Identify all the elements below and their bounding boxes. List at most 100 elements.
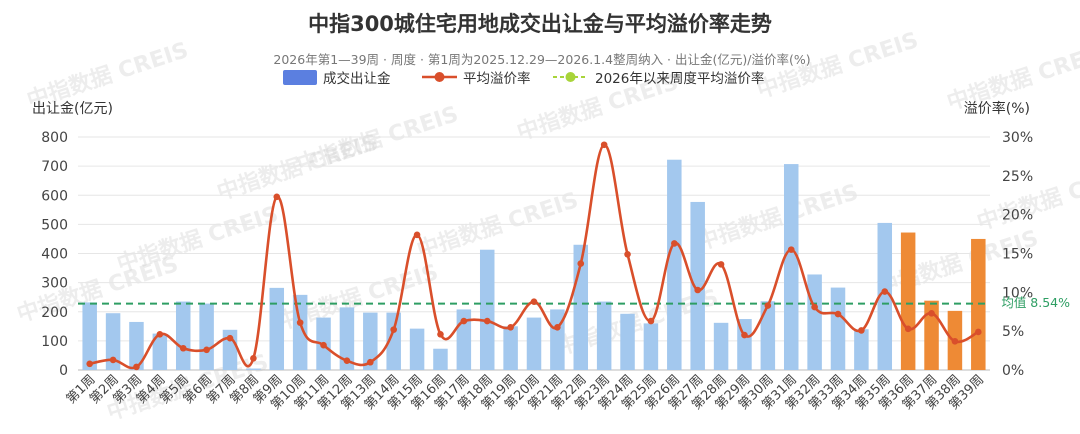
- premium-rate-point: [296, 319, 304, 326]
- premium-rate-point: [483, 317, 491, 325]
- premium-rate-point: [554, 323, 561, 331]
- premium-rate-point: [647, 317, 655, 325]
- bar: [900, 232, 916, 370]
- legend-bar-label: 成交出让金: [323, 70, 391, 87]
- premium-rate-point: [460, 317, 468, 325]
- y-right-tick-label: 5%: [1002, 324, 1024, 340]
- y-left-tick-label: 0: [59, 363, 68, 379]
- bar: [269, 287, 285, 370]
- legend-bar-swatch: [283, 70, 317, 85]
- bar: [596, 301, 612, 370]
- legend-reference-label: 2026年以来周度平均溢价率: [595, 70, 764, 87]
- bar: [854, 329, 869, 370]
- bar: [386, 312, 401, 370]
- premium-rate-point: [367, 358, 374, 366]
- bar: [479, 249, 495, 370]
- y-axis-left-title: 出让金(亿元): [32, 101, 113, 117]
- y-left-tick-label: 200: [41, 305, 68, 321]
- premium-rate-point: [811, 303, 818, 311]
- y-right-tick-label: 0%: [1002, 363, 1024, 379]
- average-label: 均值 8.54%: [1001, 295, 1070, 310]
- bar: [667, 159, 682, 370]
- legend-item-line[interactable]: 平均溢价率: [422, 70, 531, 87]
- bar: [877, 222, 893, 370]
- premium-rate-point: [764, 302, 772, 309]
- bar: [760, 301, 776, 370]
- premium-rate-point: [179, 344, 187, 352]
- premium-rate-point: [203, 346, 210, 354]
- y-right-tick-label: 25%: [1002, 169, 1033, 185]
- premium-rate-point: [928, 310, 935, 317]
- premium-rate-point: [507, 323, 514, 331]
- premium-rate-point: [133, 363, 140, 371]
- premium-rate-point: [226, 334, 234, 342]
- bar: [246, 368, 261, 370]
- bar: [105, 313, 121, 370]
- legend-item-bar[interactable]: 成交出让金: [283, 70, 391, 87]
- bar: [830, 287, 846, 370]
- legend-line-label: 平均溢价率: [463, 70, 531, 87]
- y-left-tick-label: 400: [41, 247, 68, 263]
- premium-rate-point: [717, 261, 725, 268]
- y-right-tick-label: 15%: [1002, 247, 1033, 263]
- legend[interactable]: 成交出让金 平均溢价率 2026年以来周度平均溢价率: [283, 70, 764, 87]
- premium-rate-point: [390, 326, 397, 333]
- bar: [503, 326, 518, 370]
- premium-rate-point: [624, 250, 631, 258]
- chart-title: 中指300城住宅用地成交出让金与平均溢价率走势: [308, 12, 772, 36]
- premium-rate-point: [413, 231, 421, 239]
- legend-line-marker: [434, 72, 445, 82]
- bar: [363, 312, 378, 370]
- premium-rate-line: [86, 141, 982, 371]
- premium-rate-point: [671, 240, 678, 247]
- bar: [783, 164, 799, 370]
- watermark-text: 中指数据 CREIS: [694, 179, 862, 256]
- premium-rate-point: [577, 260, 585, 267]
- premium-rate-point: [250, 355, 257, 362]
- bar: [339, 307, 355, 370]
- watermark-text: 中指数据 CREIS: [414, 187, 582, 264]
- legend-item-reference[interactable]: 2026年以来周度平均溢价率: [553, 70, 764, 87]
- bar: [690, 201, 705, 370]
- bar: [713, 322, 729, 370]
- premium-rate-point: [437, 330, 444, 338]
- premium-rate-point: [109, 356, 117, 364]
- premium-rate-point: [530, 298, 538, 305]
- premium-rate-point: [156, 330, 164, 338]
- y-left-tick-label: 800: [41, 130, 68, 146]
- y-left-tick-label: 600: [41, 188, 68, 204]
- y-left-tick-label: 100: [41, 334, 68, 350]
- bar: [129, 321, 144, 370]
- y-right-tick-label: 10%: [1002, 285, 1033, 301]
- premium-rate-point: [881, 288, 889, 295]
- premium-rate-point: [741, 331, 748, 339]
- bar: [433, 348, 448, 370]
- watermark-text: 中指数据 CREIS: [214, 129, 382, 206]
- bar: [199, 303, 214, 370]
- bar: [526, 317, 542, 370]
- y-left-tick-label: 700: [41, 159, 68, 175]
- bar: [807, 274, 822, 370]
- bar: [643, 323, 659, 370]
- legend-reference-marker: [565, 72, 576, 82]
- premium-rate-point: [320, 341, 327, 349]
- y-left-tick-label: 500: [41, 217, 68, 233]
- premium-rate-point: [975, 328, 982, 336]
- premium-rate-point: [951, 337, 959, 345]
- premium-rate-point: [834, 310, 842, 318]
- premium-rate-point: [343, 357, 351, 364]
- premium-rate-point: [858, 327, 865, 334]
- bar: [152, 333, 168, 370]
- y-right-tick-label: 20%: [1002, 208, 1033, 224]
- y-left-tick-label: 300: [41, 276, 68, 292]
- chart-subtitle: 2026年第1—39周 · 周度 · 第1周为2025.12.29—2026.1…: [273, 52, 810, 67]
- bar-series: [82, 159, 986, 370]
- premium-rate-point: [694, 286, 701, 294]
- y-right-tick-label: 30%: [1002, 130, 1033, 146]
- premium-rate-point: [273, 193, 281, 201]
- premium-rate-point: [600, 141, 608, 149]
- bar: [409, 328, 425, 370]
- bar: [82, 302, 97, 370]
- y-axis-right-title: 溢价率(%): [964, 100, 1030, 117]
